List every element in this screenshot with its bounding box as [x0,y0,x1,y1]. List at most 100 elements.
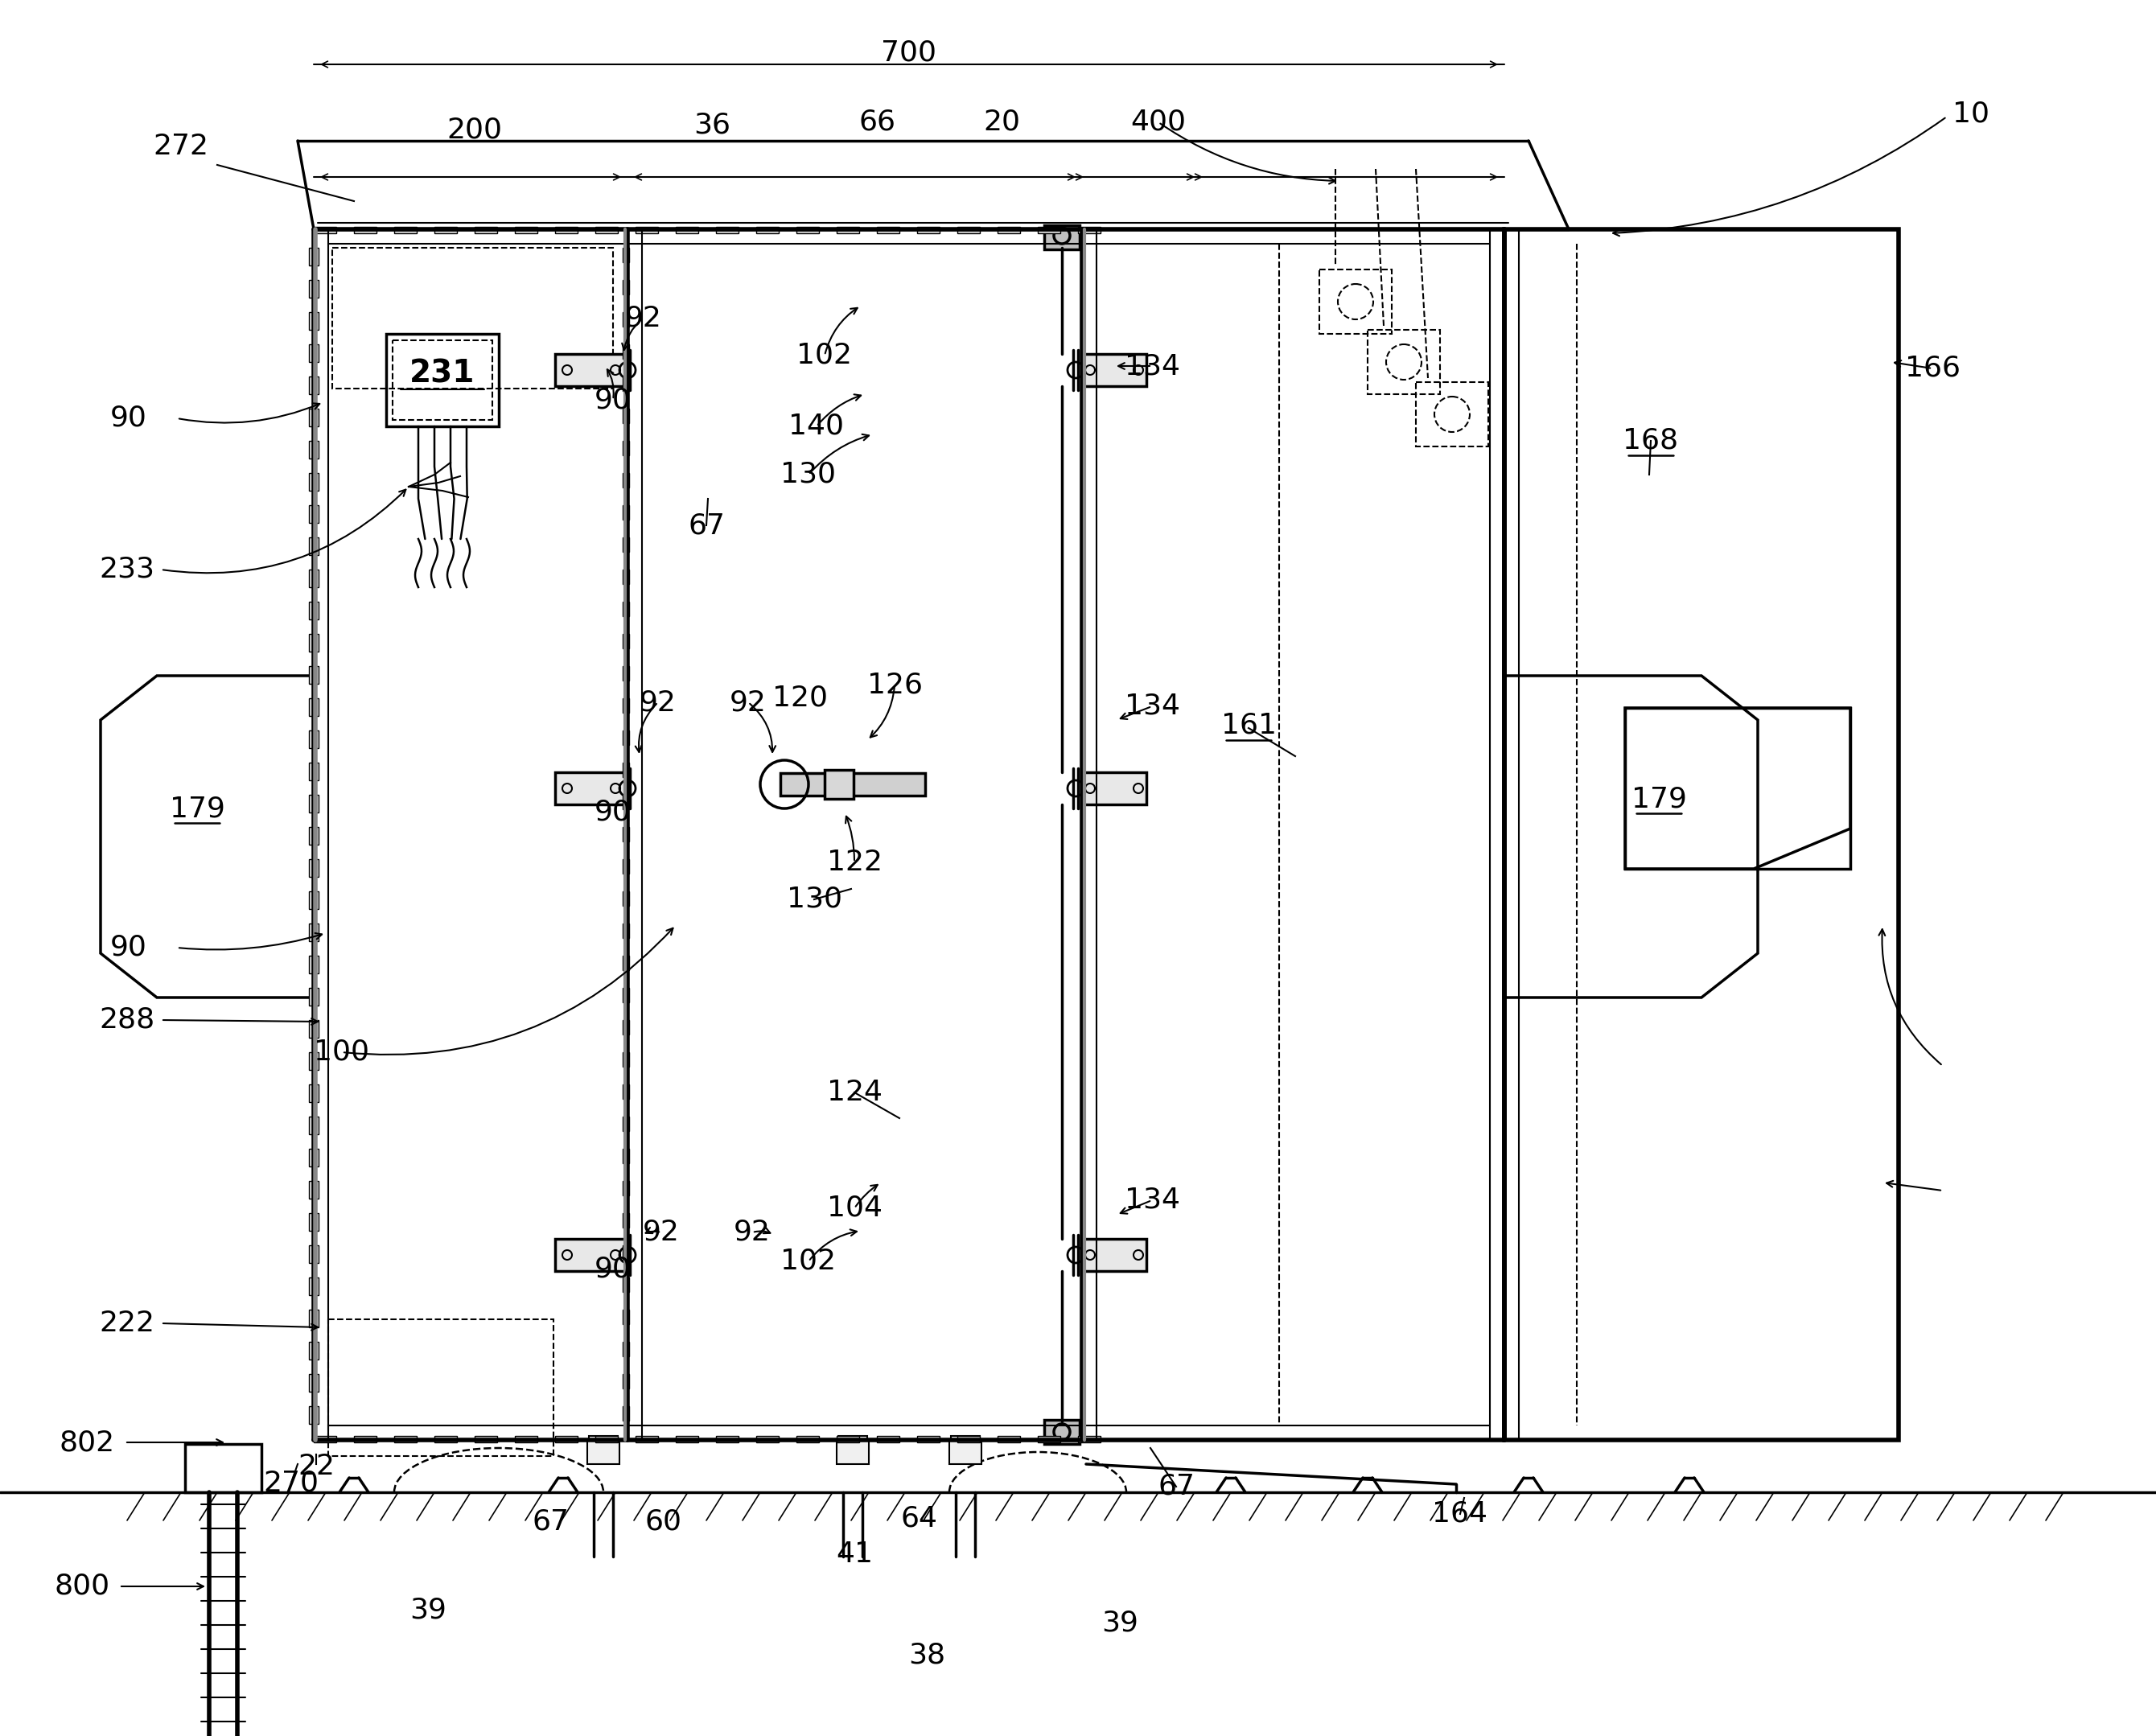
Bar [623,569,630,583]
Bar [623,312,630,326]
Text: 92: 92 [729,689,768,715]
Bar [1505,229,1899,1439]
Bar [554,773,627,804]
Bar [623,826,630,842]
Bar [308,634,319,651]
Text: 140: 140 [789,413,845,439]
Text: 288: 288 [99,1007,155,1033]
Bar [308,377,319,394]
Bar [185,1444,261,1493]
Text: 700: 700 [882,38,938,66]
Bar [308,924,319,941]
Bar [1037,227,1061,233]
Bar [1037,1436,1061,1443]
Bar [623,538,630,552]
Bar [623,698,630,713]
Text: 92: 92 [733,1219,770,1246]
Text: 164: 164 [1432,1500,1488,1528]
Text: 100: 100 [315,1038,369,1066]
Bar [308,891,319,910]
Bar [837,1439,869,1463]
Text: 104: 104 [826,1194,882,1222]
Bar [308,344,319,363]
Bar [308,731,319,748]
Bar [308,795,319,812]
Bar [837,227,860,233]
Bar [395,1436,416,1443]
Bar [308,1149,319,1167]
Text: 66: 66 [858,109,895,135]
Text: 92: 92 [640,689,677,715]
Bar [623,1245,630,1260]
Bar [877,1436,899,1443]
Bar [623,1406,630,1420]
Bar [554,354,627,385]
Text: 166: 166 [1904,354,1960,382]
Text: 800: 800 [54,1573,110,1601]
Bar [998,227,1020,233]
Bar [623,924,630,937]
Text: 102: 102 [780,1248,837,1274]
Bar [1082,1240,1147,1271]
Bar [623,1342,630,1356]
Bar [998,1436,1020,1443]
Text: 130: 130 [787,885,841,913]
Text: 126: 126 [867,672,923,700]
Bar [623,1085,630,1099]
Bar [308,569,319,587]
Bar [308,505,319,523]
Text: 179: 179 [170,795,224,823]
Bar [308,1021,319,1038]
Bar [716,1436,740,1443]
Bar [623,891,630,906]
Text: 130: 130 [780,462,837,488]
Text: 10: 10 [1953,101,1990,128]
Bar [315,227,336,233]
Bar [328,1319,554,1457]
Text: 124: 124 [826,1078,882,1106]
Text: 41: 41 [837,1540,873,1568]
Bar [623,988,630,1002]
Text: 60: 60 [645,1509,681,1536]
Bar [1044,226,1080,250]
Bar [623,1052,630,1066]
Bar [554,1436,578,1443]
Bar [308,472,319,491]
Bar [916,227,940,233]
Bar [675,1436,699,1443]
Bar [308,1373,319,1392]
Text: 36: 36 [694,111,731,139]
Text: 92: 92 [642,1219,679,1246]
Bar [308,1309,319,1328]
Text: 122: 122 [826,849,882,877]
Bar [796,1436,819,1443]
Bar [957,1436,979,1443]
Text: 39: 39 [1102,1609,1138,1637]
Text: 134: 134 [1123,693,1179,720]
Bar [308,602,319,620]
Text: 90: 90 [595,385,632,413]
Bar [308,441,319,458]
Text: 134: 134 [1123,352,1179,380]
Bar [623,472,630,488]
Bar [433,227,457,233]
Bar [315,1436,336,1443]
Bar [916,1436,940,1443]
Bar [957,227,979,233]
Bar [589,1436,619,1460]
Bar [595,1436,619,1443]
Bar [757,1436,778,1443]
Text: 222: 222 [99,1309,155,1337]
Text: 134: 134 [1123,1187,1179,1213]
Bar [623,1309,630,1325]
Bar [332,248,612,389]
Bar [308,312,319,330]
Bar [623,505,630,519]
Bar [623,377,630,391]
Text: 200: 200 [446,116,502,144]
Bar [636,1436,658,1443]
Text: 90: 90 [595,1255,632,1283]
Text: 802: 802 [58,1429,114,1457]
Text: 231: 231 [410,358,474,389]
Bar [839,1436,867,1460]
